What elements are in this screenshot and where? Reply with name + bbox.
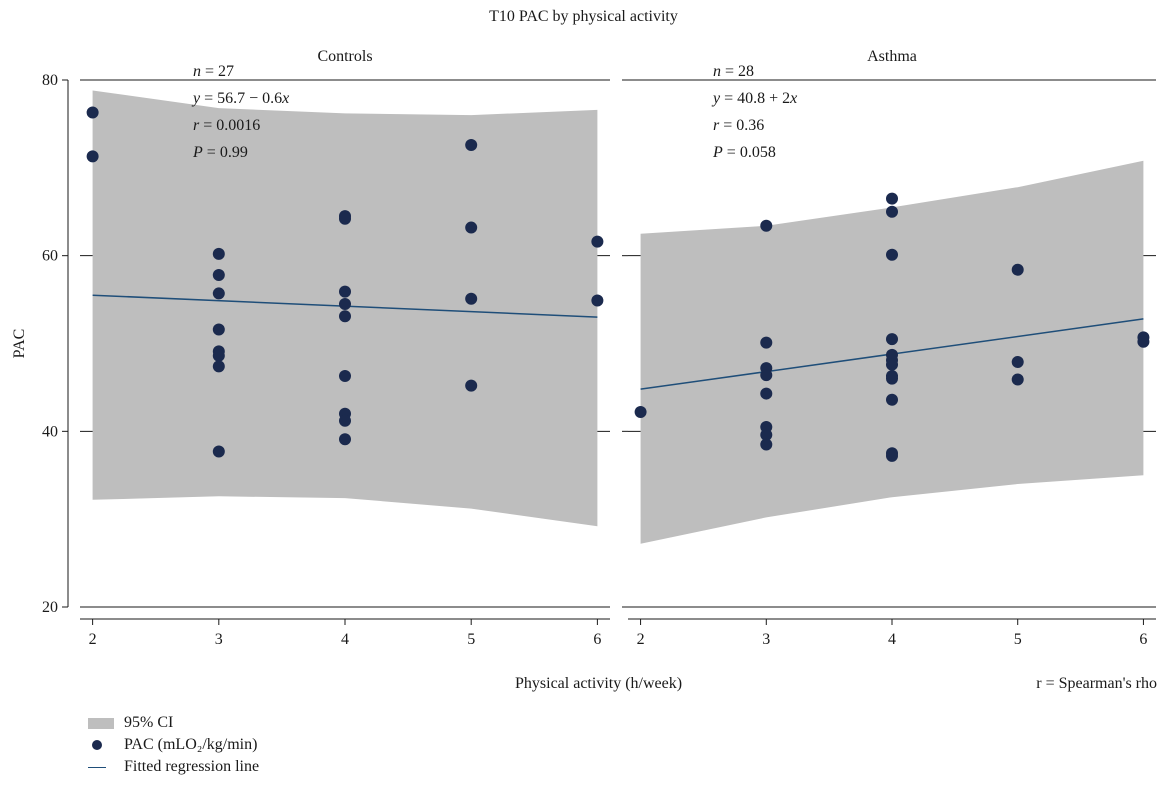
y-tick-label: 40 [42,423,58,440]
data-point [212,360,225,373]
data-point [886,205,898,218]
data-point [339,212,351,225]
stat-n: n = 28 [713,63,754,80]
x-tick-label: 4 [888,631,896,648]
x-tick-label: 2 [637,631,645,648]
data-point [212,349,225,362]
chart-title: T10 PAC by physical activity [489,8,678,25]
legend-line-label: Fitted regression line [124,758,260,775]
panel-title: Asthma [867,48,917,65]
x-tick-label: 3 [215,631,223,648]
data-point [465,379,478,392]
data-point [634,406,647,419]
panel-controls: 2 3 4 5 6 20 40 60 80 Controls [42,48,610,648]
data-point [886,192,898,205]
data-point [339,285,351,298]
data-point [212,247,225,260]
data-point [886,333,898,346]
data-point [86,150,99,163]
legend-line-swatch [88,766,106,768]
legend-item-points: PAC (mLO₂/kg/min) [72,734,259,756]
stat-r: r = 0.0016 [193,117,260,134]
legend-ci-label: 95% CI [124,714,174,731]
data-point [1011,373,1024,386]
data-point [1137,335,1150,348]
x-tick-label: 6 [593,631,601,648]
legend-point-label: PAC (mLO₂/kg/min) [124,736,258,753]
data-point [760,428,773,441]
legend-ci-swatch [88,717,114,729]
data-point [1011,355,1024,368]
y-tick-label: 80 [42,72,58,89]
data-point [212,268,225,281]
data-point [212,287,225,300]
stat-equation: y = 56.7 − 0.6x [191,90,289,107]
data-point [760,336,773,349]
chart-svg: 2 3 4 5 6 20 40 60 80 Controls n = 27 y = 56.7 − 0.… [11,48,1156,648]
data-point [886,449,898,462]
data-point [591,235,604,248]
legend-point-swatch [92,740,102,750]
data-point [886,393,898,406]
stat-r: r = 0.36 [713,117,764,134]
legend: 95% CI PAC (mLO₂/kg/min) Fitted regressi… [72,712,259,778]
data-point [465,221,478,234]
data-point [339,414,351,427]
stat-p: P = 0.99 [192,144,248,161]
data-point [339,297,351,310]
data-point [1011,263,1024,276]
y-tick-label: 60 [42,248,58,265]
data-point [760,369,773,382]
data-point [465,292,478,305]
stat-p: P = 0.058 [712,144,776,161]
data-point [339,369,351,382]
x-tick-label: 4 [341,631,349,648]
legend-item-ci: 95% CI [72,712,259,734]
x-axis-label: Physical activity (h/week) [515,675,683,692]
data-point [886,372,898,385]
data-point [760,219,773,232]
stat-equation: y = 40.8 + 2x [711,90,797,107]
x-tick-label: 2 [89,631,97,648]
y-tick-label: 20 [42,599,58,616]
y-axis-label: PAC [11,329,28,359]
legend-item-fit: Fitted regression line [72,756,259,778]
panel-asthma: 2 3 4 5 6 Asthma [622,48,1156,648]
data-point [760,438,773,451]
data-point [591,294,604,307]
data-point [465,138,478,151]
stat-n: n = 27 [193,63,234,80]
x-tick-label: 6 [1139,631,1147,648]
data-point [339,433,351,446]
spearman-note: r = Spearman's rho [1036,675,1157,692]
data-point [212,323,225,336]
panel-title: Controls [317,48,372,65]
x-tick-label: 5 [1014,631,1022,648]
data-point [760,387,773,400]
data-point [212,445,225,458]
x-tick-label: 5 [467,631,475,648]
x-tick-label: 3 [762,631,770,648]
data-point [886,358,898,371]
data-point [339,310,351,323]
data-point [86,106,99,119]
data-point [886,248,898,261]
